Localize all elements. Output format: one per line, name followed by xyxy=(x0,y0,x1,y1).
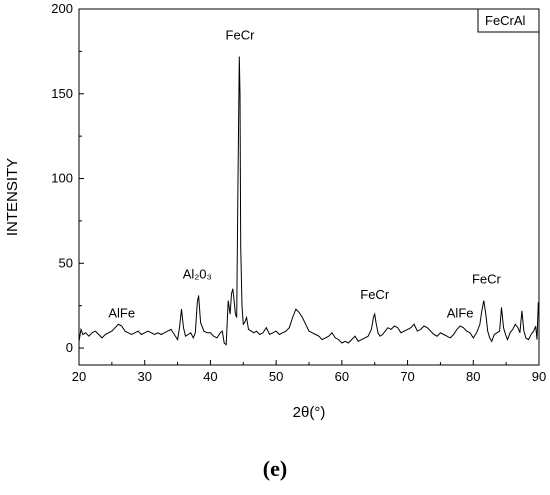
x-tick-label: 20 xyxy=(72,369,86,384)
y-axis: 0 50 100 150 200 xyxy=(51,1,84,355)
peak-label: AlFe xyxy=(108,306,135,321)
peak-label: FeCr xyxy=(360,287,390,302)
x-tick-label: 90 xyxy=(532,369,546,384)
x-tick-label: 30 xyxy=(137,369,151,384)
x-tick-label: 50 xyxy=(269,369,283,384)
x-axis: 20 30 40 50 60 70 80 90 xyxy=(72,360,546,384)
peak-label: Al₂0₃ xyxy=(183,267,212,282)
peak-label: AlFe xyxy=(447,306,474,321)
y-tick-label: 100 xyxy=(51,171,73,186)
legend: FeCrAl xyxy=(477,8,540,33)
x-tick-label: 40 xyxy=(203,369,217,384)
x-tick-label: 60 xyxy=(335,369,349,384)
x-tick-label: 70 xyxy=(400,369,414,384)
peak-label: FeCr xyxy=(472,272,502,287)
y-axis-title: INTENSITY xyxy=(4,158,21,236)
x-axis-title: 2θ(°) xyxy=(293,404,326,421)
peak-label: FeCr xyxy=(226,28,256,43)
peak-annotations: AlFe Al₂0₃ FeCr FeCr AlFe FeCr xyxy=(108,28,501,321)
y-tick-label: 50 xyxy=(59,255,73,270)
panel-label: (e) xyxy=(263,456,287,481)
legend-entry: FeCrAl xyxy=(485,13,526,28)
series-line-fecral xyxy=(78,56,540,346)
legend-box xyxy=(477,8,540,33)
y-tick-label: 150 xyxy=(51,86,73,101)
y-tick-label: 200 xyxy=(51,1,73,16)
x-tick-label: 80 xyxy=(466,369,480,384)
y-tick-label: 0 xyxy=(66,340,73,355)
